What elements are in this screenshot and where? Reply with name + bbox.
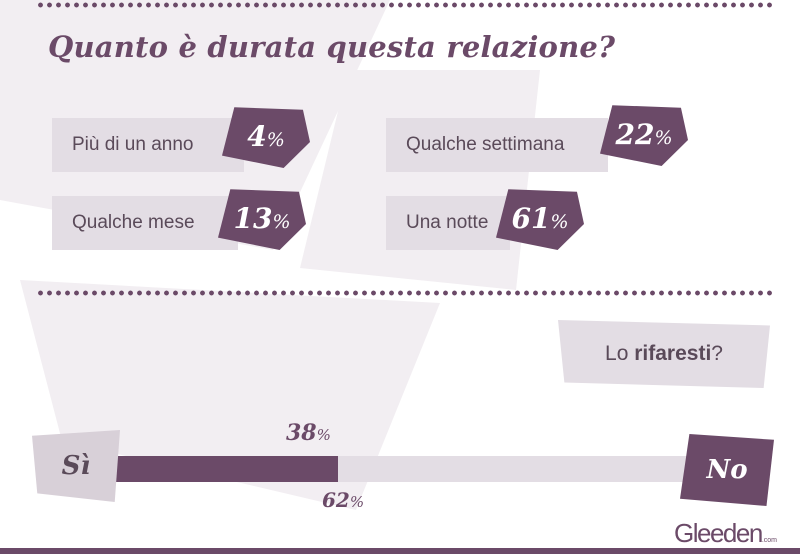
- percent-sign: %: [550, 211, 569, 233]
- no-percent-label: 62%: [322, 488, 364, 512]
- percent-value: 22: [615, 118, 655, 151]
- percent-sign: %: [654, 127, 673, 149]
- option-percent-badge: 22%: [600, 105, 688, 166]
- chart-title: Quanto è durata questa relazione?: [48, 30, 616, 64]
- option-label: Qualche settimana: [386, 118, 608, 172]
- bar-yes-fill: [110, 456, 338, 482]
- logo-suffix: .com: [761, 537, 777, 544]
- percent-sign: %: [272, 211, 291, 233]
- logo-text: Gleeden: [674, 518, 763, 548]
- option-label: Una notte: [386, 196, 510, 250]
- question-box: Lo rifaresti?: [558, 320, 770, 388]
- yes-badge: Sì: [32, 430, 120, 502]
- bottom-rule: [0, 548, 800, 554]
- dotted-divider-top: [36, 2, 772, 8]
- yes-value: 38: [286, 420, 317, 446]
- percent-sign: %: [316, 426, 331, 444]
- yes-percent-label: 38%: [286, 420, 331, 446]
- gleeden-logo: Gleeden.com: [674, 518, 777, 549]
- percent-value: 13: [233, 202, 273, 235]
- percent-sign: %: [349, 493, 365, 511]
- dotted-divider-middle: [36, 290, 772, 296]
- no-value: 62: [322, 488, 350, 512]
- percent-value: 4: [247, 120, 267, 153]
- no-badge: No: [680, 434, 774, 506]
- question-prefix: Lo: [605, 342, 635, 365]
- question-suffix: ?: [711, 342, 723, 365]
- background-shape: [300, 70, 540, 290]
- option-label: Più di un anno: [52, 118, 244, 172]
- percent-value: 61: [511, 202, 551, 235]
- question-bold: rifaresti: [634, 342, 712, 365]
- percent-sign: %: [266, 129, 285, 151]
- option-label: Qualche mese: [52, 196, 238, 250]
